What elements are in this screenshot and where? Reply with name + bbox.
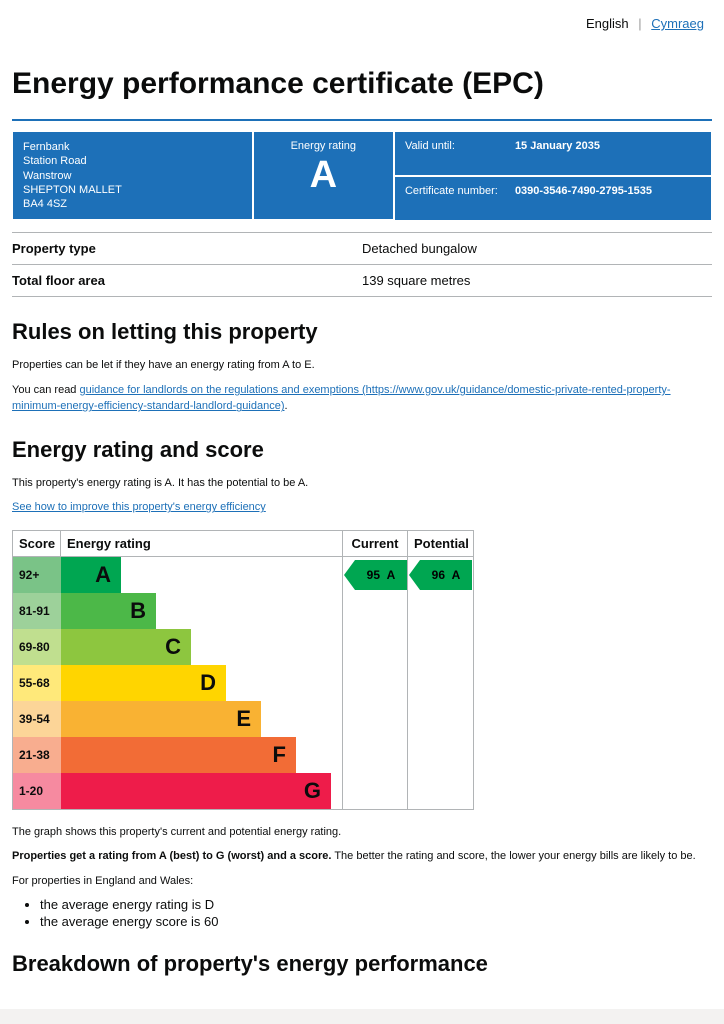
band-row: 55-68D: [13, 665, 342, 701]
property-type-label: Property type: [12, 233, 362, 265]
certificate-header: Fernbank Station Road Wanstrow SHEPTON M…: [12, 131, 712, 220]
rating-intro: This property's energy rating is A. It h…: [12, 475, 712, 492]
col-potential: Potential: [408, 531, 473, 556]
band-row: 1-20G: [13, 773, 342, 809]
rating-label: Energy rating: [264, 140, 383, 152]
band-score: 1-20: [13, 773, 61, 809]
energy-rating-chart: Score Energy rating Current Potential 92…: [12, 530, 474, 810]
address-line: BA4 4SZ: [23, 198, 67, 210]
band-bar: G: [61, 773, 331, 809]
property-summary-table: Property type Detached bungalow Total fl…: [12, 232, 712, 297]
col-rating: Energy rating: [61, 531, 343, 556]
potential-badge: 96 A: [420, 560, 472, 590]
valid-until-row: Valid until: 15 January 2035: [394, 131, 712, 176]
col-current: Current: [343, 531, 408, 556]
address-line: Fernbank: [23, 141, 69, 153]
band-bar: C: [61, 629, 191, 665]
cert-number-row: Certificate number: 0390-3546-7490-2795-…: [394, 176, 712, 221]
rating-heading: Energy rating and score: [12, 437, 712, 463]
address-line: Wanstrow: [23, 170, 72, 182]
band-row: 81-91B: [13, 593, 342, 629]
band-bar: F: [61, 737, 296, 773]
letting-heading: Rules on letting this property: [12, 319, 712, 345]
address-line: Station Road: [23, 155, 87, 167]
band-score: 39-54: [13, 701, 61, 737]
letting-p1: Properties can be let if they have an en…: [12, 357, 712, 374]
band-score: 55-68: [13, 665, 61, 701]
letting-p2: You can read guidance for landlords on t…: [12, 382, 712, 415]
property-type-value: Detached bungalow: [362, 233, 712, 265]
lang-separator: |: [638, 16, 641, 31]
band-score: 69-80: [13, 629, 61, 665]
breakdown-heading: Breakdown of property's energy performan…: [12, 951, 712, 977]
address-line: SHEPTON MALLET: [23, 184, 122, 196]
current-badge: 95 A: [355, 560, 407, 590]
floor-area-value: 139 square metres: [362, 265, 712, 297]
band-bar: B: [61, 593, 156, 629]
band-score: 81-91: [13, 593, 61, 629]
landlord-guidance-link[interactable]: guidance for landlords on the regulation…: [12, 384, 671, 413]
averages-list: the average energy rating is D the avera…: [40, 897, 712, 929]
floor-area-label: Total floor area: [12, 265, 362, 297]
cert-number-label: Certificate number:: [405, 185, 515, 212]
lang-english: English: [586, 16, 629, 31]
page-title: Energy performance certificate (EPC): [12, 67, 712, 101]
band-bar: D: [61, 665, 226, 701]
lang-welsh-link[interactable]: Cymraeg: [651, 16, 704, 31]
band-row: 69-80C: [13, 629, 342, 665]
chart-explain-rest: The better the rating and score, the low…: [331, 850, 695, 862]
band-score: 92+: [13, 557, 61, 593]
chart-explain-bold: Properties get a rating from A (best) to…: [12, 850, 331, 862]
band-score: 21-38: [13, 737, 61, 773]
energy-rating-box: Energy rating A: [253, 131, 394, 220]
valid-until-value: 15 January 2035: [515, 140, 600, 167]
rating-letter: A: [264, 154, 383, 197]
title-rule: [12, 119, 712, 121]
col-score: Score: [13, 531, 61, 556]
chart-header-row: Score Energy rating Current Potential: [13, 531, 473, 557]
letting-p2-prefix: You can read: [12, 384, 79, 396]
band-row: 21-38F: [13, 737, 342, 773]
address-block: Fernbank Station Road Wanstrow SHEPTON M…: [12, 131, 253, 220]
bars-column: 92+A81-91B69-80C55-68D39-54E21-38F1-20G: [13, 557, 343, 809]
cert-number-value: 0390-3546-7490-2795-1535: [515, 185, 652, 212]
band-bar: E: [61, 701, 261, 737]
letting-p2-suffix: .: [284, 400, 287, 412]
average-item: the average energy score is 60: [40, 914, 712, 929]
band-bar: A: [61, 557, 121, 593]
current-column: 95 A: [343, 557, 408, 809]
language-switcher: English | Cymraeg: [12, 10, 712, 43]
averages-intro: For properties in England and Wales:: [12, 873, 712, 890]
chart-explain: Properties get a rating from A (best) to…: [12, 848, 712, 865]
band-row: 92+A: [13, 557, 342, 593]
valid-until-label: Valid until:: [405, 140, 515, 167]
average-item: the average energy rating is D: [40, 897, 712, 912]
band-row: 39-54E: [13, 701, 342, 737]
potential-column: 96 A: [408, 557, 473, 809]
chart-caption: The graph shows this property's current …: [12, 824, 712, 841]
improve-link[interactable]: See how to improve this property's energ…: [12, 501, 266, 513]
